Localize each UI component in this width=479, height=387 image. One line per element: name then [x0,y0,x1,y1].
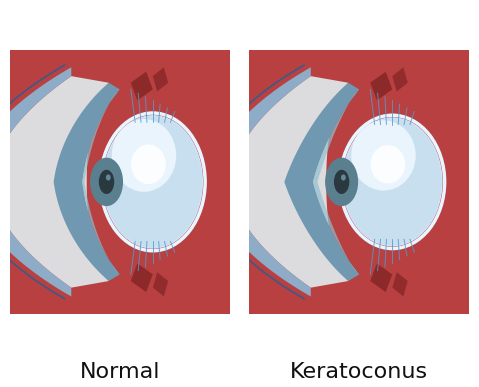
Ellipse shape [371,145,405,183]
Ellipse shape [325,158,358,206]
Polygon shape [249,50,469,314]
Text: Keratoconus: Keratoconus [290,361,428,382]
Polygon shape [285,83,359,281]
Ellipse shape [106,175,111,181]
Ellipse shape [131,144,166,184]
Ellipse shape [90,158,123,206]
Polygon shape [392,67,408,92]
Ellipse shape [351,120,416,190]
Polygon shape [131,72,153,100]
Polygon shape [10,50,230,314]
Ellipse shape [99,170,114,194]
Polygon shape [231,76,348,288]
Polygon shape [0,67,71,296]
Polygon shape [153,272,168,296]
Ellipse shape [343,118,442,246]
Polygon shape [82,89,120,274]
Text: Normal: Normal [80,361,160,382]
Polygon shape [153,67,168,92]
Polygon shape [370,264,392,292]
Polygon shape [209,67,311,296]
Polygon shape [131,264,153,292]
Ellipse shape [103,116,202,248]
Ellipse shape [112,119,176,192]
Ellipse shape [341,175,346,181]
Polygon shape [54,83,120,281]
Polygon shape [370,72,392,100]
Polygon shape [392,272,408,296]
Polygon shape [313,89,359,274]
Polygon shape [0,76,109,288]
Ellipse shape [334,170,349,194]
